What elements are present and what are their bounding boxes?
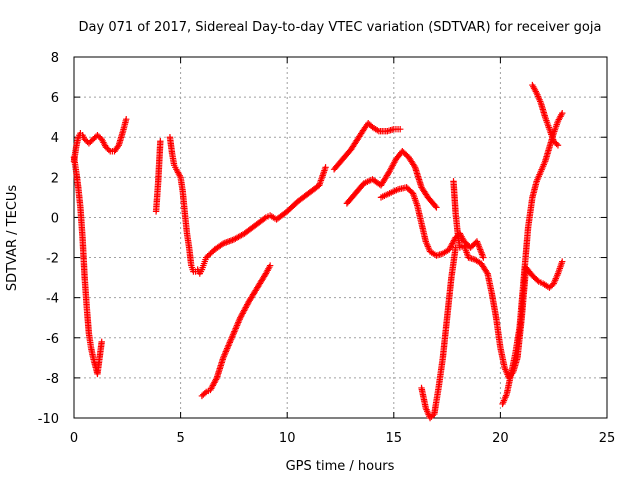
series-arc-2 (70, 154, 105, 378)
data-point (534, 277, 541, 284)
x-tick-label: 25 (599, 431, 616, 446)
y-tick-label: 0 (51, 211, 59, 226)
y-tick-label: 8 (51, 51, 59, 66)
data-point (201, 390, 208, 397)
y-axis-label: SDTVAR / TECUs (5, 185, 20, 292)
series-arc-3 (152, 138, 164, 215)
y-tick-label: -8 (46, 372, 59, 387)
data-point (157, 138, 164, 145)
data-point (123, 115, 130, 123)
x-axis-label: GPS time / hours (286, 459, 395, 474)
chart-title: Day 071 of 2017, Sidereal Day-to-day VTE… (79, 20, 602, 35)
y-tick-label: -2 (46, 252, 59, 267)
data-point (433, 204, 440, 211)
series-arc-11 (450, 178, 566, 382)
y-tick-label: 2 (51, 171, 59, 186)
data-point (98, 338, 105, 345)
data-point (396, 126, 404, 133)
data-point (559, 109, 566, 117)
tick-layer (73, 56, 608, 419)
series-arc-12 (499, 109, 566, 408)
x-tick-label: 5 (176, 431, 184, 446)
data-point (480, 254, 487, 261)
series-arc-5 (211, 164, 329, 253)
data-point (432, 202, 439, 210)
x-tick-labels: 0 5 10 15 20 25 (70, 431, 615, 446)
series-arc-13 (529, 81, 562, 149)
y-tick-label: 4 (51, 131, 59, 146)
series-arc-7 (330, 119, 404, 173)
series-arc-4 (166, 134, 218, 277)
data-layer (70, 81, 566, 422)
data-point (483, 268, 490, 276)
data-point (105, 146, 113, 154)
data-point (559, 258, 566, 265)
x-tick-label: 15 (386, 431, 403, 446)
series-arc-6 (198, 262, 274, 400)
data-point (411, 162, 418, 170)
x-tick-label: 0 (70, 431, 78, 446)
series-arc-10 (418, 244, 459, 422)
data-point (554, 142, 562, 149)
data-point (212, 376, 220, 383)
data-point (322, 164, 329, 171)
y-tick-label: -4 (46, 292, 59, 307)
y-tick-label: 6 (51, 91, 59, 106)
data-point (261, 215, 268, 222)
data-point (553, 140, 560, 148)
data-point (266, 262, 274, 269)
y-tick-labels: -10 -8 -6 -4 -2 0 2 4 6 8 (38, 51, 59, 427)
plot-frame (73, 56, 608, 419)
series-arc-1 (70, 115, 130, 165)
y-tick-label: -6 (46, 332, 59, 347)
series-arc-8 (343, 148, 440, 211)
y-tick-label: -10 (38, 412, 59, 427)
x-tick-label: 10 (279, 431, 296, 446)
x-tick-label: 20 (492, 431, 509, 446)
grid-layer (74, 57, 607, 418)
